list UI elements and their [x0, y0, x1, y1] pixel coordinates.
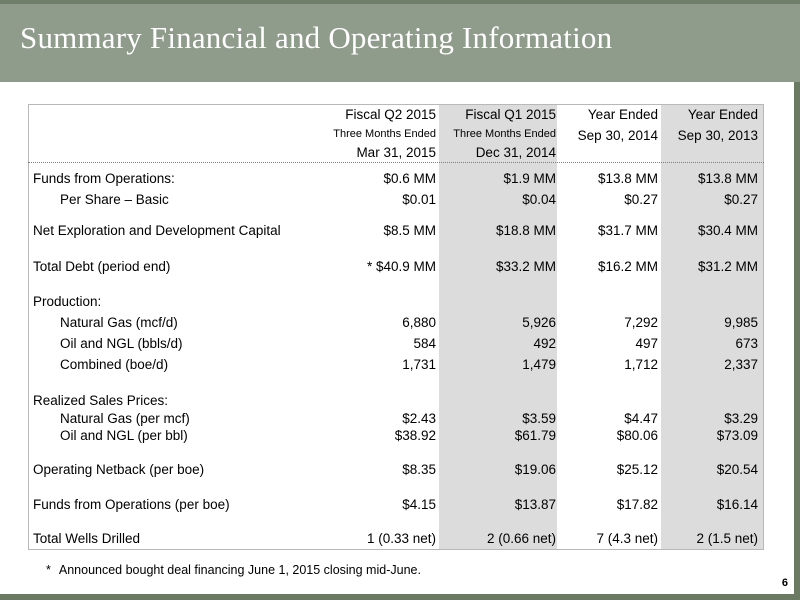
cell-nat-gas-q1: 5,926	[522, 315, 556, 330]
cell-nat-gas-q2: 6,880	[402, 315, 436, 330]
cell-debt-q2: * $40.9 MM	[366, 259, 436, 274]
cell-combined-q2: 1,731	[402, 357, 436, 372]
row-label-ffo: Funds from Operations:	[33, 171, 175, 186]
cell-oil-price-q1: $61.79	[514, 428, 556, 443]
row-label-debt: Total Debt (period end)	[33, 259, 171, 274]
shaded-column-q1	[439, 104, 557, 550]
cell-gas-price-2014: $4.47	[624, 411, 658, 426]
cell-ffo-boe-q1: $13.87	[514, 497, 556, 512]
summary-table: Fiscal Q2 2015 Three Months Ended Mar 31…	[28, 104, 764, 550]
cell-wells-q1: 2 (0.66 net)	[486, 531, 556, 546]
cell-debt-2014: $16.2 MM	[597, 259, 658, 274]
table-border	[28, 104, 764, 550]
cell-oil-price-2013: $73.09	[716, 428, 758, 443]
col-header-2013-line2: Sep 30, 2013	[677, 128, 758, 143]
col-header-2014-line1: Year Ended	[587, 107, 658, 122]
cell-oil-price-q2: $38.92	[394, 428, 436, 443]
col-header-q2-line2: Three Months Ended	[333, 128, 436, 140]
cell-oil-ngl-q1: 492	[533, 336, 556, 351]
row-label-combined: Combined (boe/d)	[60, 357, 169, 372]
row-label-oil-price: Oil and NGL (per bbl)	[60, 428, 188, 443]
cell-per-share-2013: $0.27	[724, 192, 758, 207]
cell-per-share-q1: $0.04	[522, 192, 556, 207]
shaded-column-2013	[661, 104, 764, 550]
cell-gas-price-q2: $2.43	[402, 411, 436, 426]
header-band	[0, 0, 800, 82]
cell-wells-2013: 2 (1.5 net)	[696, 531, 758, 546]
col-header-2014-line2: Sep 30, 2014	[577, 128, 658, 143]
cell-wells-2014: 7 (4.3 net)	[596, 531, 658, 546]
cell-nat-gas-2014: 7,292	[624, 315, 658, 330]
cell-netback-q1: $19.06	[514, 462, 556, 477]
frame-bottom-border	[0, 594, 800, 600]
col-header-q1-line2: Three Months Ended	[453, 128, 556, 140]
cell-gas-price-q1: $3.59	[522, 411, 556, 426]
section-label-prices: Realized Sales Prices:	[33, 393, 169, 408]
cell-capex-2014: $31.7 MM	[597, 223, 658, 238]
cell-per-share-q2: $0.01	[402, 192, 436, 207]
cell-wells-q2: 1 (0.33 net)	[366, 531, 436, 546]
col-header-q1-line1: Fiscal Q1 2015	[465, 107, 556, 122]
col-header-q2-line1: Fiscal Q2 2015	[345, 107, 436, 122]
cell-debt-q1: $33.2 MM	[495, 259, 556, 274]
cell-ffo-2013: $13.8 MM	[697, 171, 758, 186]
cell-gas-price-2013: $3.29	[724, 411, 758, 426]
cell-nat-gas-2013: 9,985	[724, 315, 758, 330]
cell-oil-ngl-2013: 673	[735, 336, 758, 351]
page-title: Summary Financial and Operating Informat…	[20, 20, 613, 55]
cell-per-share-2014: $0.27	[624, 192, 658, 207]
col-header-q1-line3: Dec 31, 2014	[475, 145, 556, 160]
header-divider	[28, 162, 764, 163]
cell-netback-2013: $20.54	[716, 462, 758, 477]
cell-combined-2014: 1,712	[624, 357, 658, 372]
frame-right-border	[794, 82, 800, 600]
row-label-capex: Net Exploration and Development Capital	[33, 223, 281, 238]
cell-oil-ngl-q2: 584	[413, 336, 436, 351]
footnote-mark: *	[46, 563, 51, 577]
row-label-oil-ngl: Oil and NGL (bbls/d)	[60, 336, 183, 351]
cell-oil-price-2014: $80.06	[616, 428, 658, 443]
cell-oil-ngl-2014: 497	[635, 336, 658, 351]
cell-capex-q1: $18.8 MM	[495, 223, 556, 238]
row-label-gas-price: Natural Gas (per mcf)	[60, 411, 190, 426]
row-label-ffo-boe: Funds from Operations (per boe)	[33, 497, 230, 512]
cell-debt-2013: $31.2 MM	[697, 259, 758, 274]
cell-combined-q1: 1,479	[522, 357, 556, 372]
footnote: * Announced bought deal financing June 1,…	[46, 563, 421, 577]
footnote-text: Announced bought deal financing June 1, …	[58, 563, 421, 577]
col-header-q2-line3: Mar 31, 2015	[356, 145, 436, 160]
row-label-per-share: Per Share – Basic	[60, 192, 169, 207]
row-label-netback: Operating Netback (per boe)	[33, 462, 205, 477]
row-label-nat-gas: Natural Gas (mcf/d)	[60, 315, 178, 330]
cell-combined-2013: 2,337	[724, 357, 758, 372]
section-label-production: Production:	[33, 294, 102, 309]
cell-ffo-q2: $0.6 MM	[383, 171, 436, 186]
cell-ffo-boe-2014: $17.82	[616, 497, 658, 512]
col-header-2013-line1: Year Ended	[687, 107, 758, 122]
cell-netback-q2: $8.35	[402, 462, 436, 477]
cell-capex-q2: $8.5 MM	[383, 223, 436, 238]
page-number: 6	[781, 577, 788, 589]
cell-ffo-boe-2013: $16.14	[716, 497, 758, 512]
cell-capex-2013: $30.4 MM	[697, 223, 758, 238]
cell-ffo-q1: $1.9 MM	[503, 171, 556, 186]
cell-netback-2014: $25.12	[616, 462, 658, 477]
row-label-wells: Total Wells Drilled	[33, 531, 141, 546]
cell-ffo-2014: $13.8 MM	[597, 171, 658, 186]
cell-ffo-boe-q2: $4.15	[402, 497, 436, 512]
